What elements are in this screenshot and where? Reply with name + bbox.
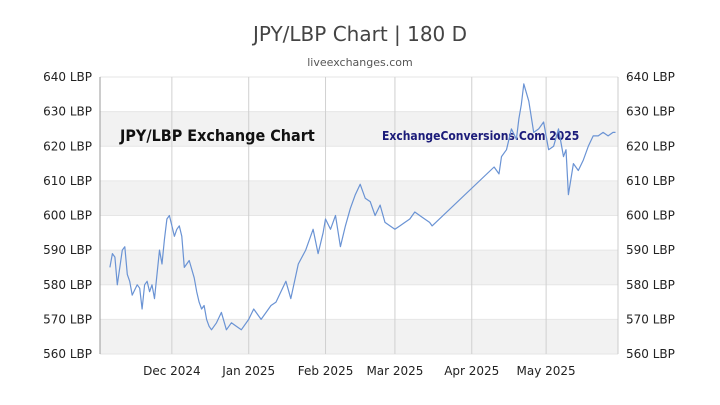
- y-tick-label-right: 570 LBP: [626, 312, 675, 326]
- y-tick-label-right: 600 LBP: [626, 209, 675, 223]
- y-tick-label-left: 620 LBP: [43, 139, 92, 153]
- x-tick-label: Apr 2025: [444, 364, 499, 378]
- x-tick-label: Dec 2024: [143, 364, 201, 378]
- y-tick-label-left: 630 LBP: [43, 105, 92, 119]
- y-tick-label-right: 620 LBP: [626, 139, 675, 153]
- y-tick-label-right: 590 LBP: [626, 243, 675, 257]
- y-tick-label-left: 590 LBP: [43, 243, 92, 257]
- watermark-text: ExchangeConversions.Com 2025: [382, 129, 579, 143]
- y-tick-label-left: 600 LBP: [43, 209, 92, 223]
- y-tick-label-right: 640 LBP: [626, 70, 675, 84]
- grid-band: [100, 319, 618, 354]
- page-title: JPY/LBP Chart | 180 D: [252, 22, 468, 46]
- x-tick-label: Mar 2025: [366, 364, 423, 378]
- y-tick-label-right: 610 LBP: [626, 174, 675, 188]
- chart-inner-title: JPY/LBP Exchange Chart: [119, 126, 315, 145]
- grid-band: [100, 250, 618, 285]
- y-tick-label-left: 610 LBP: [43, 174, 92, 188]
- y-tick-label-right: 630 LBP: [626, 105, 675, 119]
- y-tick-label-right: 580 LBP: [626, 278, 675, 292]
- x-tick-label: Jan 2025: [221, 364, 275, 378]
- y-tick-label-left: 570 LBP: [43, 312, 92, 326]
- y-tick-label-left: 640 LBP: [43, 70, 92, 84]
- y-tick-label-left: 580 LBP: [43, 278, 92, 292]
- series-line: [109, 83, 616, 331]
- y-tick-label-left: 560 LBP: [43, 347, 92, 361]
- x-tick-label: May 2025: [517, 364, 576, 378]
- x-tick-label: Feb 2025: [298, 364, 354, 378]
- y-tick-label-right: 560 LBP: [626, 347, 675, 361]
- page-subtitle: liveexchanges.com: [307, 56, 413, 69]
